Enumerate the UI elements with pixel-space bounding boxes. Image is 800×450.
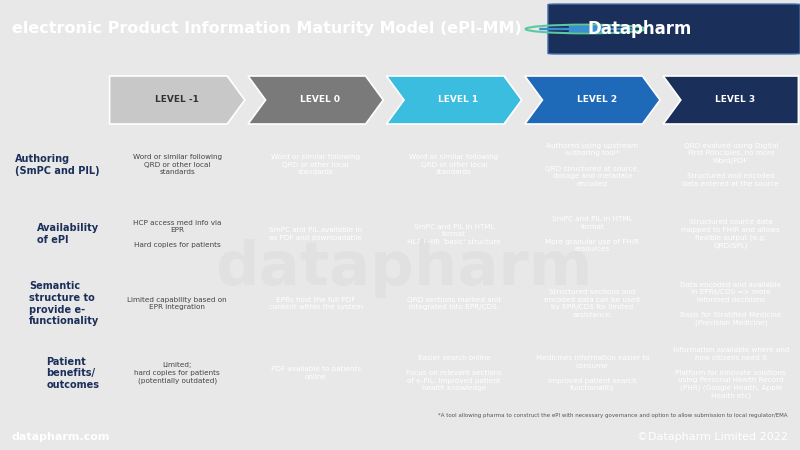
Polygon shape — [110, 76, 245, 124]
Text: Medicines information easier to
consume

Improved patient search
functionality: Medicines information easier to consume … — [535, 355, 650, 391]
Text: LEVEL -1: LEVEL -1 — [155, 95, 199, 104]
Text: HCP access med info via
EPR

Hard copies for patients: HCP access med info via EPR Hard copies … — [133, 220, 222, 248]
Polygon shape — [386, 76, 522, 124]
Text: LEVEL 0: LEVEL 0 — [300, 95, 340, 104]
Text: Datapharm: Datapharm — [588, 20, 692, 38]
Text: Word or similar following
QRD or other local
standards: Word or similar following QRD or other l… — [410, 154, 498, 175]
Text: ©Datapharm Limited 2022: ©Datapharm Limited 2022 — [637, 432, 788, 441]
Text: LEVEL 3: LEVEL 3 — [715, 95, 755, 104]
Text: Semantic
structure to
provide e-
functionality: Semantic structure to provide e- functio… — [29, 281, 99, 326]
Text: datapharm.com: datapharm.com — [12, 432, 110, 441]
Text: EPRs host the full PDF
content within the system: EPRs host the full PDF content within th… — [269, 297, 362, 310]
Text: LEVEL 1: LEVEL 1 — [438, 95, 478, 104]
Text: Structured source data
mapped to FHIR and allows
flexible output (e.g.
QRD/SPL): Structured source data mapped to FHIR an… — [682, 220, 780, 249]
Text: Data encoded and available
in EPRs/CDS => more
informed decisions

Basis for Str: Data encoded and available in EPRs/CDS =… — [680, 282, 782, 326]
Polygon shape — [663, 76, 798, 124]
Text: Patient
benefits/
outcomes: Patient benefits/ outcomes — [46, 357, 99, 390]
Text: Limited;
hard copies for patients
(potentially outdated): Limited; hard copies for patients (poten… — [134, 363, 220, 384]
Text: Authored using upstream
authoring tool*

QRD structured at source,
dosage and me: Authored using upstream authoring tool* … — [546, 143, 639, 186]
Text: *A tool allowing pharma to construct the ePI with necessary governance and optio: *A tool allowing pharma to construct the… — [438, 413, 788, 418]
Text: Information available where and
how citizens need it

Platform for innovate solu: Information available where and how citi… — [673, 347, 789, 399]
FancyBboxPatch shape — [548, 4, 800, 54]
Polygon shape — [248, 76, 383, 124]
Text: Easier search online

Focus on relevant sections
of e-PIL. Improved patient
heal: Easier search online Focus on relevant s… — [406, 355, 502, 391]
FancyBboxPatch shape — [539, 28, 632, 30]
Text: SmPC and PIL available in
as PDF and downloadable: SmPC and PIL available in as PDF and dow… — [269, 228, 362, 241]
Text: PDF available to patients
online: PDF available to patients online — [270, 366, 361, 380]
Text: SmPC and PIL in HTML
format

More granular use of FHIR
resources: SmPC and PIL in HTML format More granula… — [546, 216, 639, 252]
Text: Availability
of ePI: Availability of ePI — [38, 224, 99, 245]
Text: LEVEL 2: LEVEL 2 — [577, 95, 617, 104]
FancyBboxPatch shape — [569, 26, 602, 32]
Polygon shape — [525, 76, 660, 124]
Text: SmPC and PIL in HTML
format
HL7 FHIR 'basic' structure: SmPC and PIL in HTML format HL7 FHIR 'ba… — [407, 224, 501, 245]
Text: QRD evolved using Digital
First Principles, no more
Word/PDF

Structured and enc: QRD evolved using Digital First Principl… — [682, 143, 779, 186]
Text: electronic Product Information Maturity Model (ePI-MM): electronic Product Information Maturity … — [12, 22, 522, 36]
Text: Structured sections and
encoded data can be used
by EPR/CDS for limited
assistan: Structured sections and encoded data can… — [545, 289, 640, 318]
Text: Limited capability based on
EPR integration: Limited capability based on EPR integrat… — [127, 297, 227, 310]
Text: Word or similar following
QRD or other local
standards: Word or similar following QRD or other l… — [133, 154, 222, 175]
Text: QRD sections marked and
integrated into EPR/CDS.: QRD sections marked and integrated into … — [407, 297, 501, 310]
Text: Authoring
(SmPC and PIL): Authoring (SmPC and PIL) — [14, 154, 99, 176]
Text: datapharm: datapharm — [215, 239, 593, 298]
Text: Word or similar following
QRD or other local
standards: Word or similar following QRD or other l… — [271, 154, 360, 175]
